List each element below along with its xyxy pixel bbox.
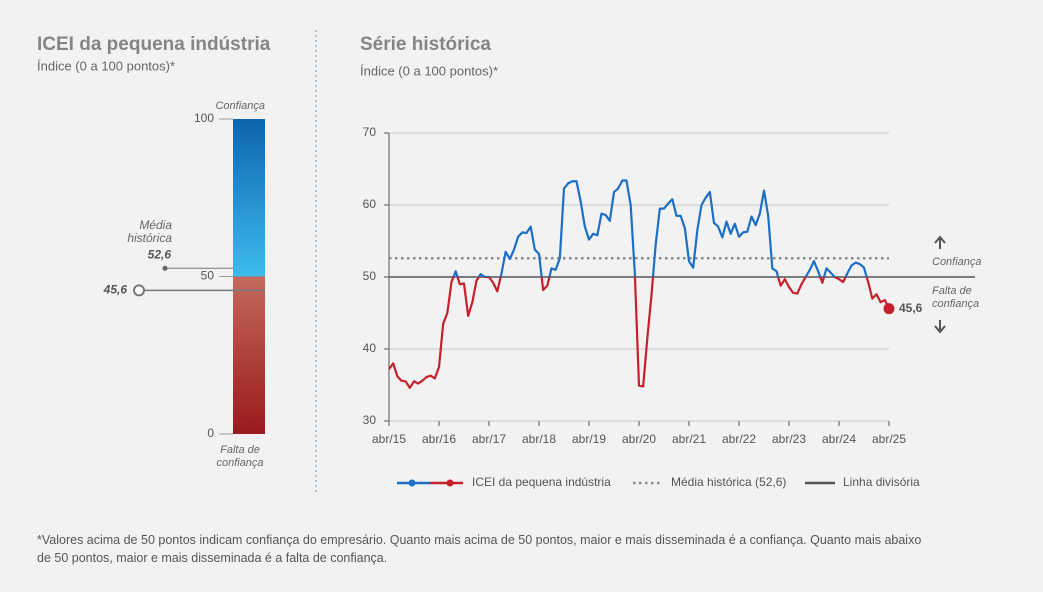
y-tick-label: 40 xyxy=(363,341,377,355)
legend-icon xyxy=(408,479,416,487)
value-label: 45,6 xyxy=(103,283,128,297)
y-tick-label: 100 xyxy=(194,111,214,125)
x-tick-label: abr/19 xyxy=(572,432,606,446)
x-tick-label: abr/16 xyxy=(422,432,456,446)
gauge-upper xyxy=(233,119,265,277)
line-title: Série histórica xyxy=(360,34,491,55)
x-tick-label: abr/23 xyxy=(772,432,806,446)
annotation-below: Falta de confiança xyxy=(932,285,980,310)
line-subtitle: Índice (0 a 100 pontos)* xyxy=(360,63,498,78)
y-tick-label: 30 xyxy=(363,413,377,427)
mean-name: Média histórica xyxy=(127,218,172,246)
top-label: Confiança xyxy=(215,100,265,112)
legend-label: Média histórica (52,6) xyxy=(671,475,786,489)
y-tick-label: 50 xyxy=(201,269,215,283)
footnote: *Valores acima de 50 pontos indicam conf… xyxy=(37,533,922,565)
y-tick-label: 70 xyxy=(363,125,377,139)
gauge-lower xyxy=(233,276,265,434)
x-tick-label: abr/15 xyxy=(372,432,406,446)
legend-icon xyxy=(446,479,454,487)
legend-label: ICEI da pequena indústria xyxy=(472,475,611,489)
x-tick-label: abr/18 xyxy=(522,432,556,446)
bottom-label: Falta de confiança xyxy=(216,444,264,469)
y-tick-label: 0 xyxy=(207,426,214,440)
y-tick-label: 50 xyxy=(363,269,377,283)
x-tick-label: abr/21 xyxy=(672,432,706,446)
x-tick-label: abr/24 xyxy=(822,432,856,446)
y-tick-label: 60 xyxy=(363,197,377,211)
gauge-subtitle: Índice (0 a 100 pontos)* xyxy=(37,58,175,73)
x-tick-label: abr/22 xyxy=(722,432,756,446)
series-line-below xyxy=(388,277,890,389)
end-label: 45,6 xyxy=(899,301,923,315)
arrow-down xyxy=(934,320,946,334)
arrow-up xyxy=(934,235,946,249)
x-tick-label: abr/17 xyxy=(472,432,506,446)
end-dot xyxy=(883,303,895,315)
legend-label: Linha divisória xyxy=(843,475,920,489)
mean-dot xyxy=(162,265,168,271)
x-tick-label: abr/25 xyxy=(872,432,906,446)
value-dot xyxy=(133,284,145,297)
x-tick-label: abr/20 xyxy=(622,432,656,446)
mean-label: 52,6 xyxy=(148,247,172,261)
annotation-above: Confiança xyxy=(932,256,982,268)
gauge-title: ICEI da pequena indústria xyxy=(37,34,271,55)
